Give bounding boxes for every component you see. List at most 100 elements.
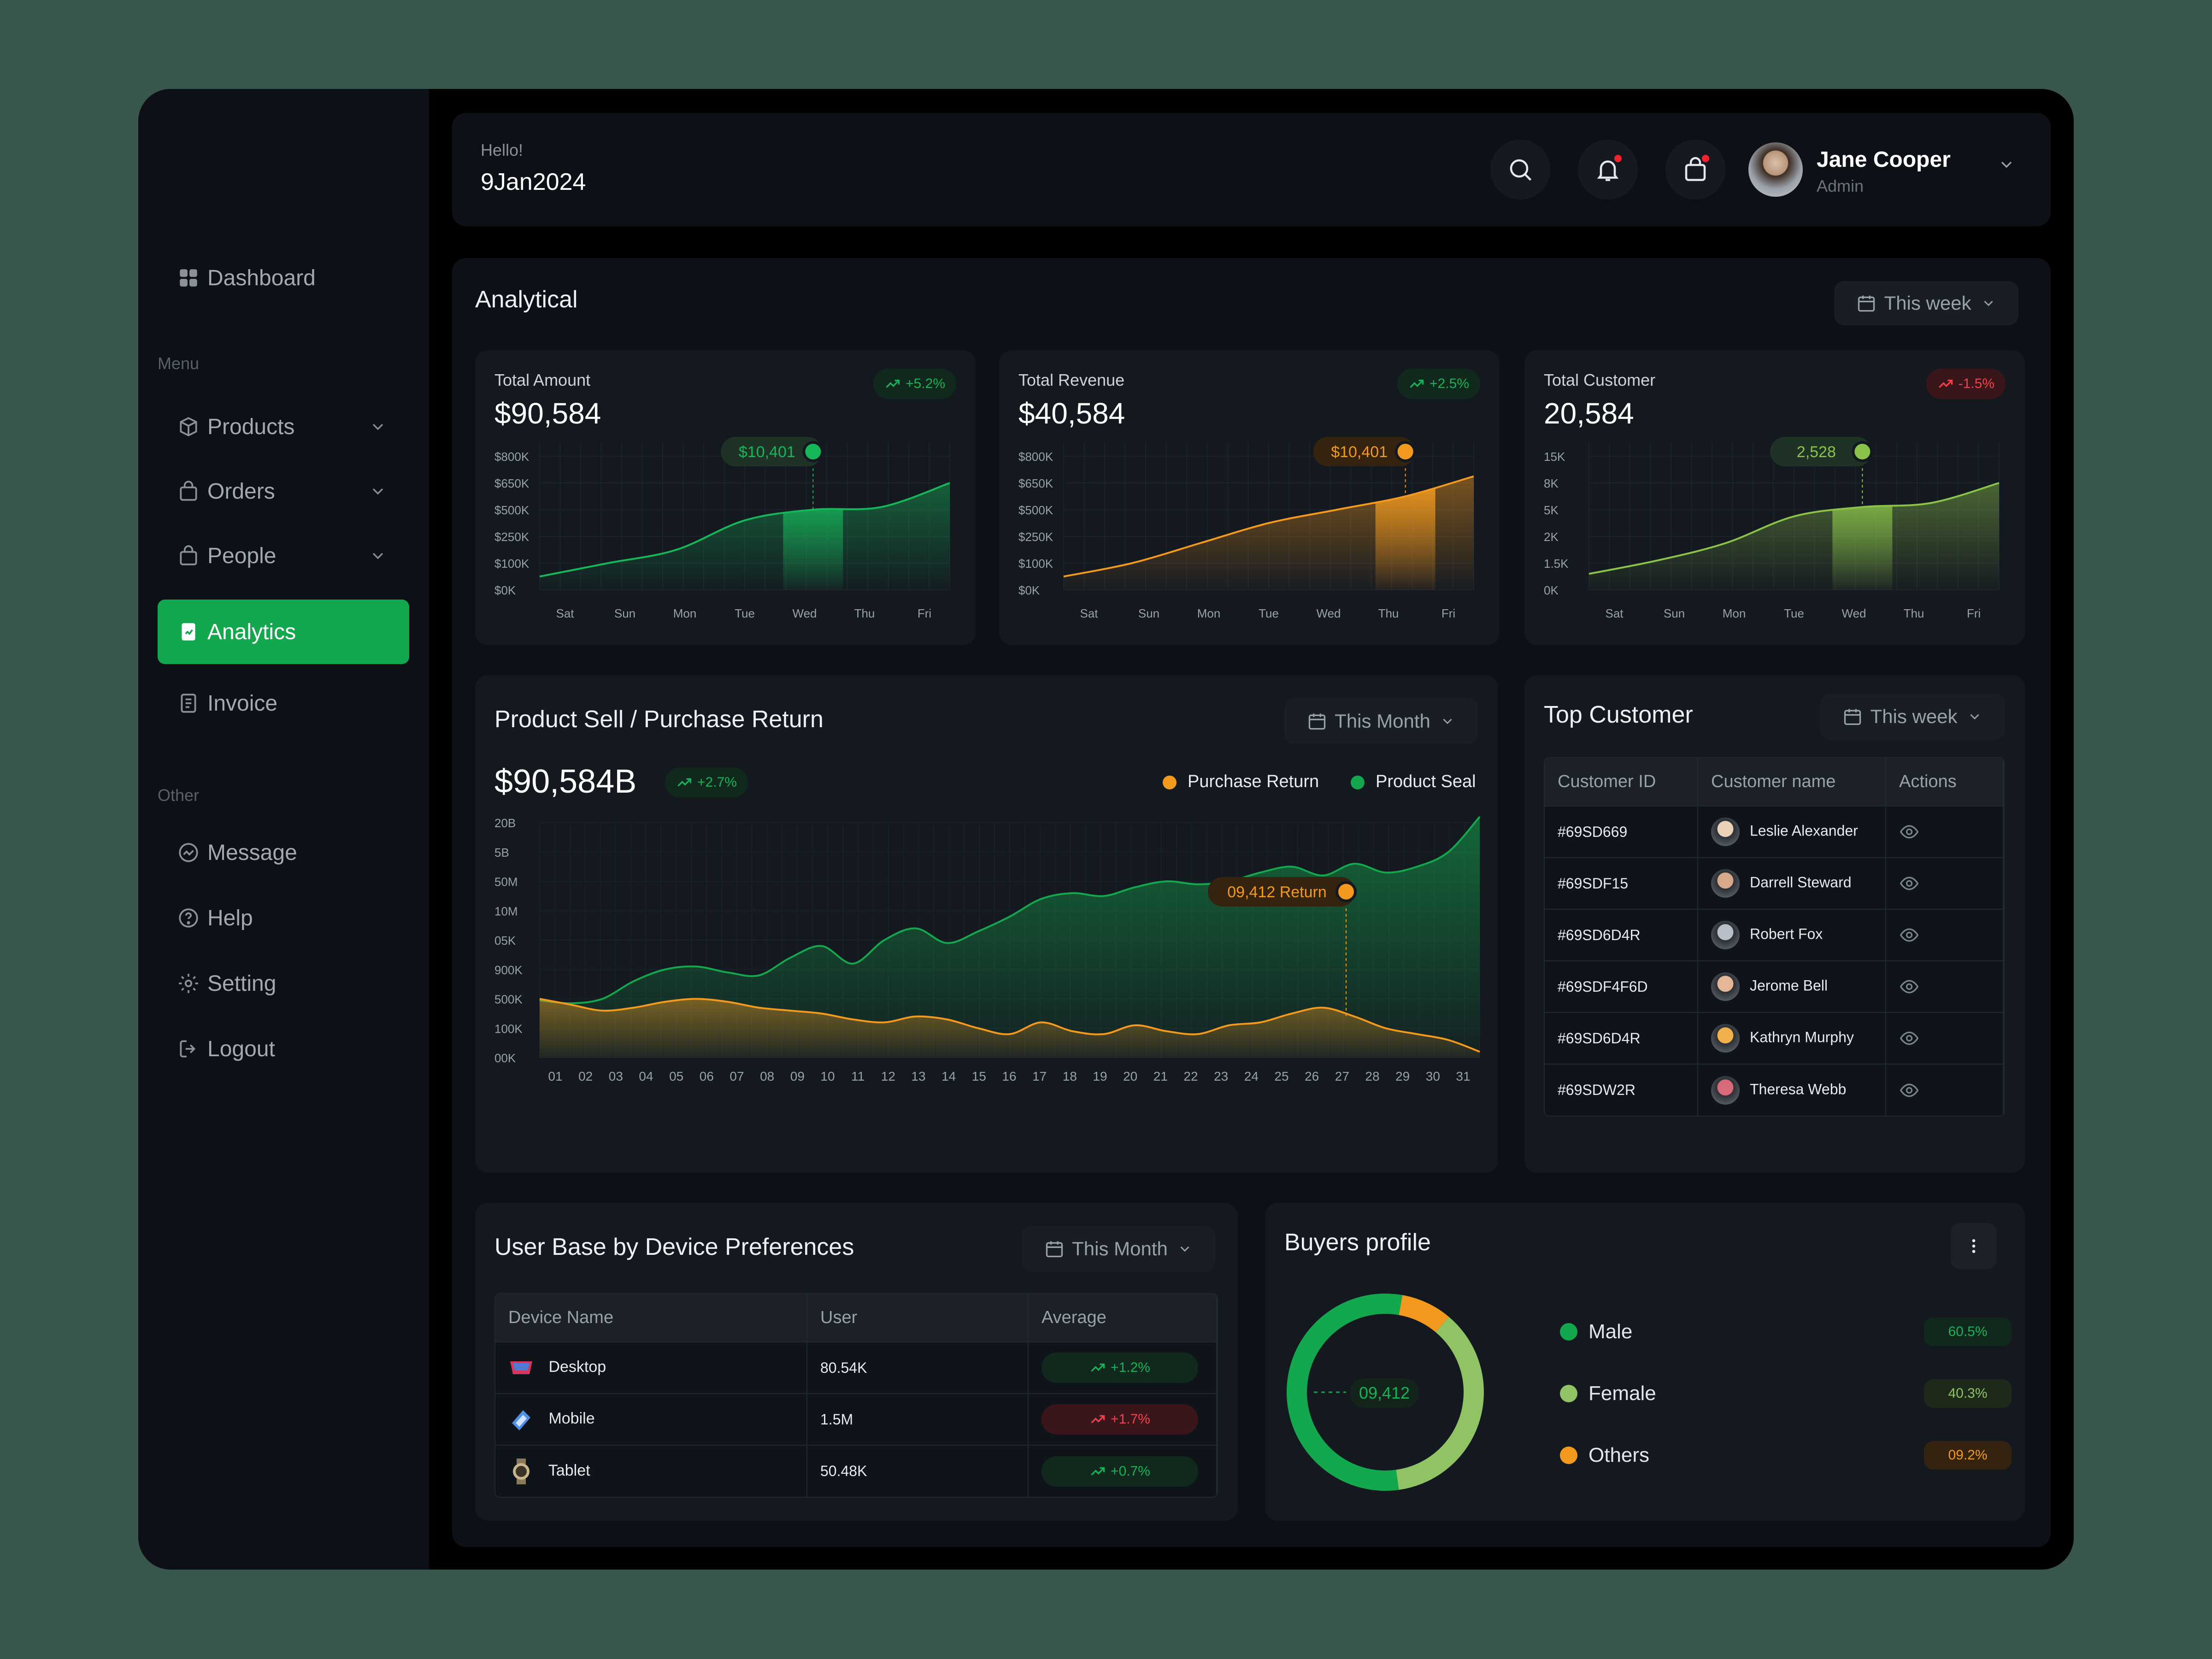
return-area (540, 999, 1480, 1058)
x-tick-label: Tue (1259, 606, 1279, 620)
product-sell-title: Product Sell / Purchase Return (494, 706, 824, 733)
top-customer-card: Top Customer This week Customer ID Custo… (1524, 675, 2025, 1173)
actions-cell (1886, 960, 2004, 1012)
table-row: #69SD6D4R Robert Fox (1545, 909, 2004, 961)
customer-id-cell: #69SDF15 (1545, 857, 1698, 909)
device-table: Device Name User Average Desktop 80.54K (494, 1293, 1218, 1498)
highlight-column (1375, 488, 1435, 590)
tooltip-value: 2,528 (1797, 443, 1836, 461)
x-tick-label: Wed (1842, 606, 1866, 620)
legend-dot (1351, 775, 1365, 789)
device-user-cell: 1.5M (807, 1393, 1029, 1445)
more-options-button[interactable] (1951, 1223, 1997, 1269)
eye-icon[interactable] (1899, 925, 1919, 945)
buyers-profile-card: Buyers profile 09,412 Male 60.5% Female 40.… (1265, 1203, 2025, 1521)
chevron-down-icon (1984, 300, 1993, 306)
area-fill (1064, 476, 1474, 590)
calendar-icon (1046, 1241, 1063, 1258)
customer-name-cell: Robert Fox (1698, 909, 1886, 961)
column-header: Customer ID (1545, 758, 1698, 806)
sidebar-item-products[interactable]: Products (158, 394, 409, 459)
customer-name: Robert Fox (1750, 925, 1823, 942)
legend-purchase-return: Purchase Return (1163, 772, 1319, 792)
x-tick-label: Wed (793, 606, 817, 620)
sidebar-item-analytics[interactable]: Analytics (158, 600, 409, 664)
y-tick-label: 00K (494, 1051, 516, 1065)
sidebar-item-people[interactable]: People (158, 524, 409, 588)
app-window: Dashboard Menu Products Orders People An… (138, 89, 2074, 1570)
period-label: This week (1884, 292, 1971, 314)
device-average-cell: +1.2% (1028, 1341, 1217, 1394)
eye-icon[interactable] (1899, 822, 1919, 842)
buyer-legend-row: Others 09.2% (1560, 1432, 2012, 1478)
x-tick-label: 08 (760, 1069, 774, 1083)
customer-id-cell: #69SD6D4R (1545, 1012, 1698, 1064)
y-tick-label: 100K (494, 1022, 523, 1035)
table-row: #69SDF15 Darrell Steward (1545, 857, 2004, 909)
search-button[interactable] (1490, 140, 1550, 200)
period-label: This Month (1072, 1238, 1168, 1259)
x-tick-label: 31 (1456, 1069, 1470, 1083)
sidebar-item-invoice[interactable]: Invoice (158, 671, 409, 735)
y-tick-label: $0K (1018, 583, 1040, 597)
sidebar-item-logout[interactable]: Logout (158, 1017, 409, 1081)
tooltip-bubble (721, 437, 823, 466)
x-tick-label: Fri (1967, 606, 1981, 620)
x-tick-label: 09 (790, 1069, 805, 1083)
x-tick-label: 04 (639, 1069, 653, 1083)
avatar (1711, 1076, 1740, 1105)
calendar-icon (1844, 709, 1861, 725)
device-period-select[interactable]: This Month (1022, 1226, 1215, 1272)
x-tick-label: 21 (1153, 1069, 1168, 1083)
menu-section-label: Menu (158, 354, 200, 373)
table-row: #69SD669 Leslie Alexander (1545, 806, 2004, 858)
customer-id-cell: #69SDW2R (1545, 1064, 1698, 1116)
x-tick-label: Fri (918, 606, 931, 620)
notifications-button[interactable] (1578, 140, 1638, 200)
greeting-text: Hello! (481, 141, 524, 159)
y-tick-label: 8K (1544, 477, 1559, 490)
trend-down-icon (1091, 1415, 1105, 1424)
y-tick-label: 2K (1544, 530, 1559, 544)
y-tick-label: 15K (1544, 450, 1565, 464)
y-tick-label: $500K (494, 503, 529, 517)
product-sell-value: $90,584B (494, 763, 637, 800)
tooltip-marker (802, 441, 824, 462)
sidebar-item-setting[interactable]: Setting (158, 951, 409, 1016)
analytical-period-select[interactable]: This week (1834, 281, 2018, 325)
highlight-column (1832, 506, 1893, 590)
avatar (1711, 818, 1740, 846)
percent-badge: 40.3% (1924, 1379, 2012, 1408)
y-tick-label: $0K (494, 583, 516, 597)
sidebar-item-message[interactable]: Message (158, 820, 409, 885)
actions-cell (1886, 857, 2004, 909)
legend-label: Purchase Return (1188, 772, 1319, 791)
sidebar-item-help[interactable]: Help (158, 886, 409, 950)
cart-button[interactable] (1665, 140, 1725, 200)
chevron-down-icon (2001, 161, 2012, 168)
product-sell-period-select[interactable]: This Month (1284, 698, 1478, 744)
device-average-cell: +1.7% (1028, 1393, 1217, 1445)
product-sell-badge: +2.7% (665, 767, 748, 798)
tooltip-bubble (1770, 437, 1872, 466)
eye-icon[interactable] (1899, 1028, 1919, 1048)
sidebar-item-orders[interactable]: Orders (158, 459, 409, 524)
top-customer-period-select[interactable]: This week (1820, 694, 2005, 740)
sidebar-item-label: Dashboard (207, 265, 316, 290)
x-tick-label: Sat (1080, 606, 1098, 620)
average-badge: +0.7% (1041, 1456, 1198, 1487)
device-name: Tablet (548, 1461, 590, 1479)
card-title: Total Amount (494, 371, 591, 389)
stat-card-total-revenue: Total Revenue $40,584 +2.5% $800K $650K $500K… (999, 350, 1500, 645)
legend-dot (1560, 1447, 1577, 1464)
x-tick-label: 29 (1395, 1069, 1410, 1083)
eye-icon[interactable] (1899, 1080, 1919, 1100)
eye-icon[interactable] (1899, 977, 1919, 997)
sidebar-item-dashboard[interactable]: Dashboard (158, 246, 409, 310)
user-menu[interactable]: Jane Cooper Admin (1748, 140, 2034, 200)
chevron-down-icon (372, 488, 383, 495)
sidebar: Dashboard Menu Products Orders People An… (138, 89, 429, 1570)
series-line (539, 482, 950, 577)
eye-icon[interactable] (1899, 873, 1919, 894)
actions-cell (1886, 806, 2004, 858)
